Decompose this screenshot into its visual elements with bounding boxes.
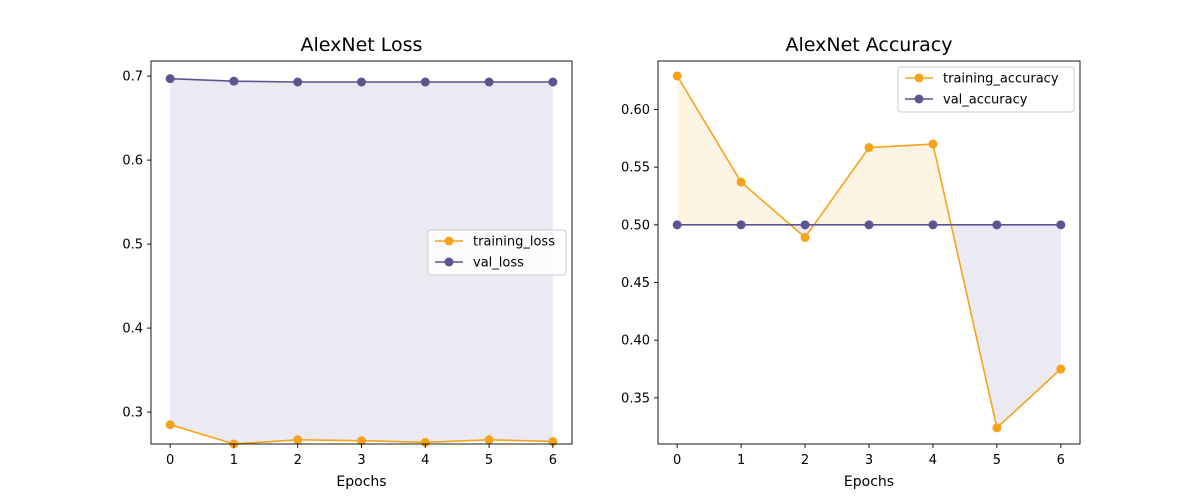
chart-1-point-training_accuracy [800, 233, 810, 243]
chart-1-point-val_accuracy [800, 220, 810, 230]
chart-1-y-tick-label: 0.35 [621, 391, 650, 406]
chart-1-point-val_accuracy [928, 220, 938, 230]
chart-1-x-tick-label: 2 [801, 453, 809, 468]
chart-0-fill-region [361, 81, 426, 443]
chart-0-legend-label: training_loss [473, 235, 555, 250]
chart-1-title: AlexNet Accuracy [785, 34, 952, 56]
chart-1-point-training_accuracy [992, 423, 1002, 433]
chart-0-point-training_loss [165, 420, 175, 430]
chart-0-x-tick-label: 1 [230, 453, 238, 468]
chart-1-x-tick-label: 0 [673, 453, 681, 468]
chart-1-fill-region [869, 144, 933, 225]
chart-1-y-tick-label: 0.45 [621, 276, 650, 291]
chart-0-fill-region [170, 78, 234, 445]
chart-0-point-val_loss [229, 76, 239, 86]
chart-0-point-val_loss [420, 77, 430, 87]
chart-1-point-val_accuracy [864, 220, 874, 230]
chart-1-point-training_accuracy [928, 139, 938, 149]
chart-1-point-training_accuracy [672, 71, 682, 81]
chart-1-point-training_accuracy [864, 143, 874, 153]
chart-0-point-training_loss [484, 435, 494, 445]
chart-0-point-training_loss [293, 435, 303, 445]
chart-1-y-tick-label: 0.50 [621, 218, 650, 233]
chart-1-x-tick-label: 4 [929, 453, 937, 468]
chart-1-point-training_accuracy [736, 177, 746, 187]
chart-1-point-training_accuracy [1056, 364, 1066, 374]
chart-1-x-tick-label: 1 [737, 453, 745, 468]
chart-0-y-tick-label: 0.4 [122, 322, 143, 337]
chart-0-point-training_loss [357, 436, 366, 446]
chart-1-point-val_accuracy [736, 220, 746, 230]
chart-0-y-tick-label: 0.7 [122, 70, 143, 85]
loss-chart: 0 1 2 3 4 5 6 0.3 0.4 0.5 0.6 0.7 AlexNet Loss Epochs… [122, 34, 573, 490]
chart-0-x-axis-label: Epochs [336, 474, 386, 490]
chart-1-y-tick-label: 0.40 [621, 334, 650, 349]
chart-1-fill-region [996, 224, 1061, 428]
chart-0-point-val_loss [165, 74, 175, 84]
chart-0-legend: training_loss val_loss [427, 229, 567, 276]
chart-1-legend-label: training_accuracy [943, 72, 1059, 87]
chart-0-y-tick-label: 0.5 [122, 238, 143, 253]
chart-1-y-tick-label: 0.55 [621, 161, 650, 176]
chart-0-legend-label: val_loss [473, 256, 524, 271]
chart-1-point-val_accuracy [1056, 220, 1066, 230]
chart-1-x-axis-label: Epochs [844, 474, 894, 490]
chart-0-fill-region [297, 81, 362, 441]
chart-1-legend: training_accuracy val_accuracy [897, 66, 1075, 113]
chart-0-x-tick-label: 5 [485, 453, 493, 468]
chart-1-legend-marker [914, 73, 924, 83]
chart-0-x-tick-label: 0 [166, 453, 174, 468]
chart-0-title: AlexNet Loss [301, 34, 423, 56]
chart-1-x-tick-label: 6 [1057, 453, 1065, 468]
chart-0-y-tick-label: 0.3 [122, 406, 143, 421]
chart-1-x-tick-label: 3 [865, 453, 873, 468]
chart-0-point-training_loss [420, 437, 430, 447]
chart-1-legend-label: val_accuracy [943, 93, 1028, 108]
chart-0-x-tick-label: 2 [294, 453, 302, 468]
chart-0-x-tick-label: 6 [549, 453, 557, 468]
accuracy-chart: 0 1 2 3 4 5 6 0.35 0.40 0.45 0.50 0.55 0.60 AlexNet A… [621, 34, 1081, 490]
chart-0-y-tick-label: 0.6 [122, 154, 143, 169]
chart-1-legend-marker [914, 94, 924, 104]
chart-1-x-tick-label: 5 [993, 453, 1001, 468]
chart-1-point-val_accuracy [672, 220, 682, 230]
chart-1-y-tick-label: 0.60 [621, 103, 650, 118]
chart-1-fill-region [677, 75, 742, 225]
chart-0-legend-marker [444, 257, 454, 267]
chart-1-point-val_accuracy [992, 220, 1002, 230]
chart-0-point-val_loss [484, 77, 494, 87]
chart-0-point-val_loss [548, 77, 558, 87]
chart-1-legend-box [897, 66, 1075, 113]
chart-0-legend-marker [444, 236, 454, 246]
chart-0-x-tick-label: 4 [421, 453, 429, 468]
chart-0-point-val_loss [357, 77, 366, 87]
chart-0-fill-region [233, 81, 298, 444]
chart-0-point-val_loss [293, 77, 303, 87]
chart-0-x-tick-label: 3 [357, 453, 365, 468]
